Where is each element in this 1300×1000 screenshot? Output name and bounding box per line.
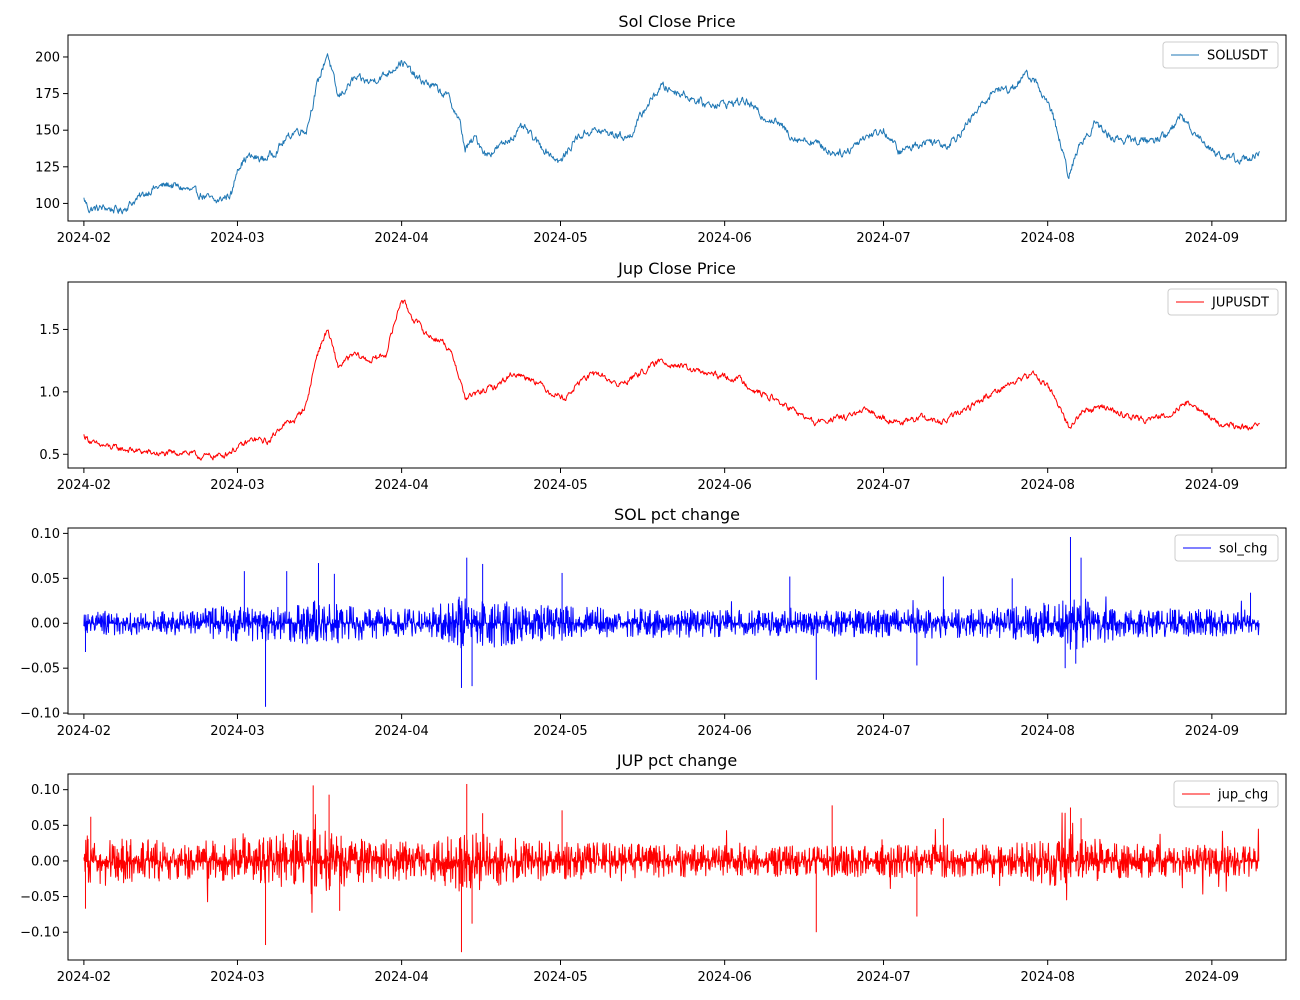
y-tick-label: 1.5 — [39, 323, 60, 338]
legend: jup_chg — [1173, 780, 1279, 808]
y-tick-label: −0.05 — [20, 662, 60, 677]
y-tick-label: −0.10 — [20, 707, 60, 722]
x-tick-label: 2024-02 — [57, 970, 111, 985]
x-tick-label: 2024-06 — [697, 231, 751, 246]
x-tick-label: 2024-03 — [210, 231, 264, 246]
legend-box — [1162, 41, 1279, 69]
y-tick-label: 0.05 — [31, 819, 60, 834]
y-tick-label: 0.00 — [31, 617, 60, 632]
x-tick-label: 2024-03 — [210, 724, 264, 739]
x-tick-label: 2024-07 — [856, 970, 910, 985]
x-tick-label: 2024-02 — [57, 478, 111, 493]
chart-title: Sol Close Price — [618, 12, 735, 31]
y-tick-label: 125 — [35, 160, 60, 175]
y-tick-label: 1.0 — [39, 385, 60, 400]
x-tick-label: 2024-03 — [210, 970, 264, 985]
y-tick-label: −0.10 — [20, 926, 60, 941]
x-tick-label: 2024-07 — [856, 231, 910, 246]
chart-title: SOL pct change — [614, 505, 740, 524]
x-tick-label: 2024-06 — [697, 724, 751, 739]
axes-frame — [67, 773, 1287, 961]
y-tick-label: 0.10 — [31, 783, 60, 798]
x-tick-label: 2024-05 — [533, 970, 587, 985]
series-line — [83, 53, 1260, 215]
chart-3: SOL pct change −0.10 −0.05 0.00 0.05 0.10 2024… — [20, 505, 1287, 739]
legend-label: SOLUSDT — [1207, 49, 1268, 64]
axes-frame — [67, 281, 1287, 469]
axes-frame — [67, 527, 1287, 715]
x-tick-label: 2024-02 — [57, 231, 111, 246]
legend-label: sol_chg — [1219, 542, 1267, 557]
legend: sol_chg — [1174, 534, 1279, 562]
y-tick-label: 150 — [35, 124, 60, 139]
y-tick-label: 175 — [35, 87, 60, 102]
x-tick-label: 2024-08 — [1021, 478, 1075, 493]
legend-box — [1167, 288, 1279, 316]
x-tick-label: 2024-07 — [856, 724, 910, 739]
x-tick-label: 2024-06 — [697, 478, 751, 493]
x-tick-label: 2024-05 — [533, 724, 587, 739]
x-tick-label: 2024-03 — [210, 478, 264, 493]
chart-1: Sol Close Price 100 125 150 175 200 2024-02 202… — [35, 12, 1287, 246]
series-line — [83, 812, 1260, 913]
y-tick-label: 0.05 — [31, 572, 60, 587]
legend: SOLUSDT — [1162, 41, 1279, 69]
x-tick-label: 2024-04 — [374, 478, 428, 493]
legend-box — [1174, 534, 1279, 562]
series-line — [83, 299, 1260, 461]
x-tick-label: 2024-04 — [374, 724, 428, 739]
x-tick-label: 2024-08 — [1021, 231, 1075, 246]
x-tick-label: 2024-09 — [1185, 478, 1239, 493]
y-tick-label: −0.05 — [20, 890, 60, 905]
y-tick-label: 200 — [35, 50, 60, 65]
x-tick-label: 2024-04 — [374, 970, 428, 985]
chart-2: Jup Close Price 0.5 1.0 1.5 2024-02 2024-03 20… — [39, 259, 1287, 493]
y-tick-label: 0.00 — [31, 854, 60, 869]
axes-frame — [67, 34, 1287, 222]
y-tick-label: 100 — [35, 197, 60, 212]
legend-label: jup_chg — [1217, 788, 1268, 803]
x-tick-label: 2024-09 — [1185, 970, 1239, 985]
x-tick-label: 2024-02 — [57, 724, 111, 739]
y-tick-label: 0.10 — [31, 527, 60, 542]
chart-title: JUP pct change — [616, 751, 737, 770]
x-tick-label: 2024-05 — [533, 478, 587, 493]
x-tick-label: 2024-09 — [1185, 231, 1239, 246]
legend-label: JUPUSDT — [1211, 296, 1269, 311]
y-tick-label: 0.5 — [39, 448, 60, 463]
legend-box — [1173, 780, 1279, 808]
x-tick-label: 2024-09 — [1185, 724, 1239, 739]
x-tick-label: 2024-06 — [697, 970, 751, 985]
x-tick-label: 2024-04 — [374, 231, 428, 246]
x-tick-label: 2024-07 — [856, 478, 910, 493]
x-tick-label: 2024-08 — [1021, 970, 1075, 985]
x-tick-label: 2024-05 — [533, 231, 587, 246]
chart-4: JUP pct change −0.10 −0.05 0.00 0.05 0.10 2024… — [20, 751, 1287, 985]
series-line — [83, 596, 1260, 650]
chart-title: Jup Close Price — [617, 259, 736, 278]
legend: JUPUSDT — [1167, 288, 1279, 316]
x-tick-label: 2024-08 — [1021, 724, 1075, 739]
